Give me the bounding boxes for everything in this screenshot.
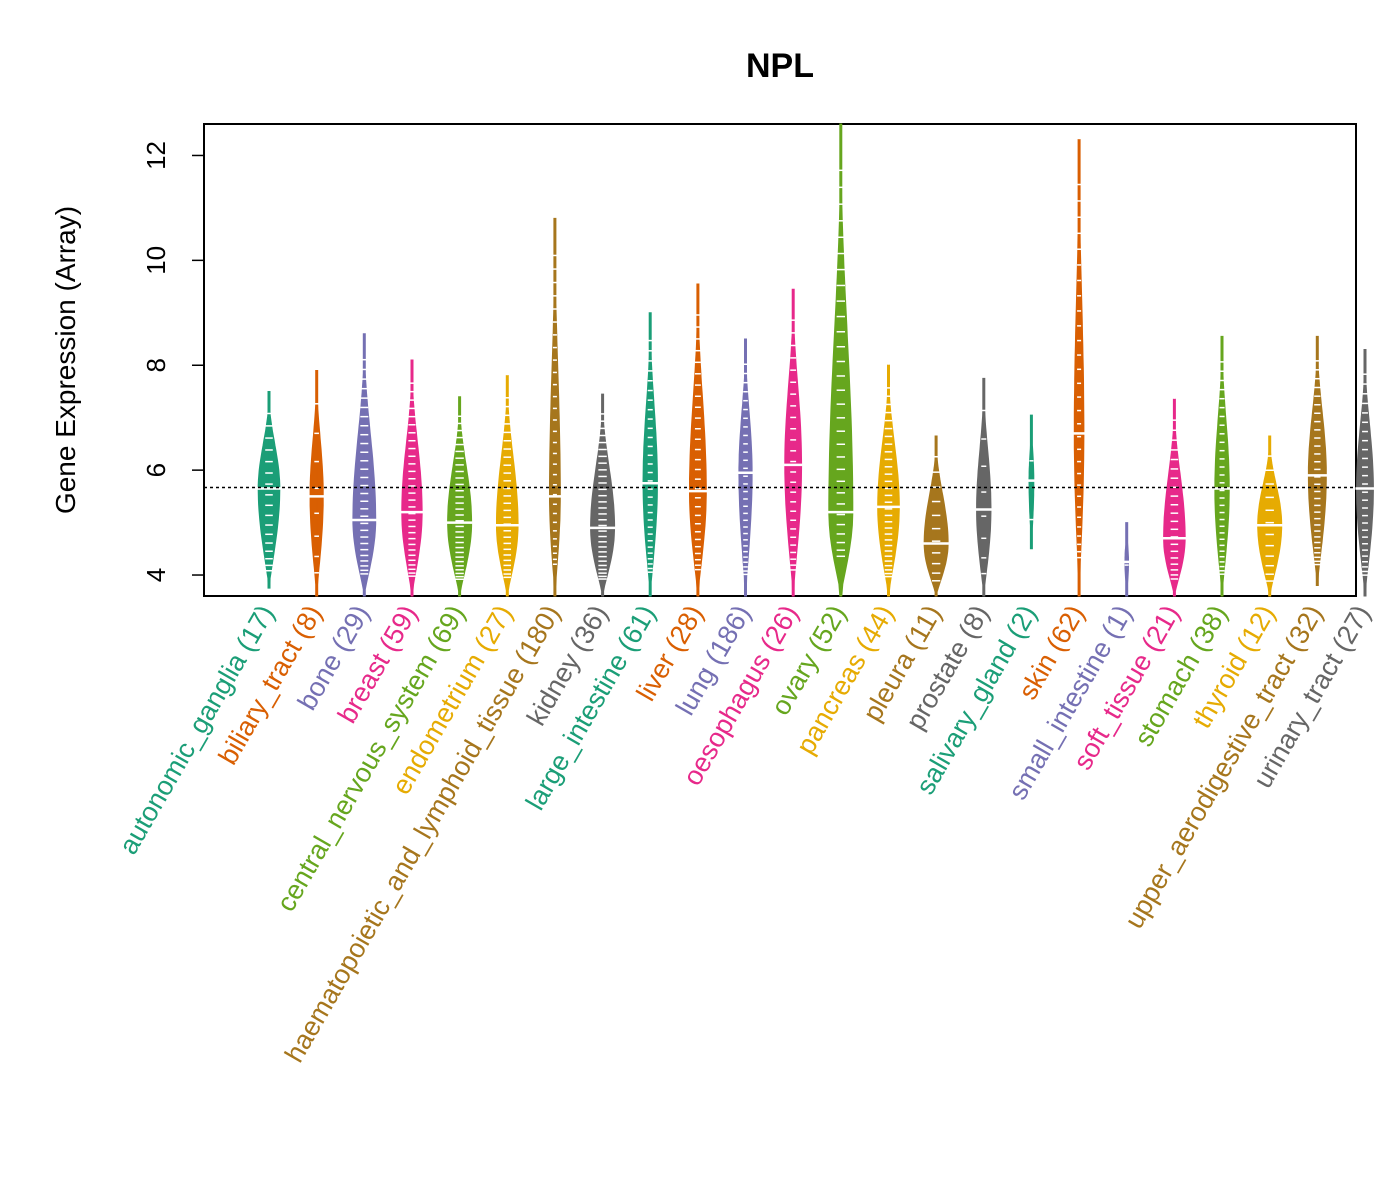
y-tick-label: 12	[141, 141, 171, 170]
violin-small-intestine	[1123, 522, 1131, 597]
violin-liver	[688, 283, 708, 597]
violin-salivary-gland	[1027, 414, 1036, 550]
violin-soft-tissue	[1162, 398, 1187, 597]
violin-central-nervous-system	[446, 396, 473, 597]
violin-lung	[737, 338, 754, 597]
violin-oesophagus	[783, 288, 803, 597]
violin-ovary	[828, 123, 854, 597]
violin-pancreas	[876, 364, 901, 597]
y-tick-label: 6	[141, 463, 171, 477]
y-axis: 4 6 8 10 12	[141, 141, 205, 582]
plot-area	[203, 123, 1375, 597]
chart-title: NPL	[746, 47, 814, 85]
y-tick-label: 4	[141, 568, 171, 582]
violin-pleura	[923, 435, 949, 597]
violin-endometrium	[495, 375, 519, 597]
violin-thyroid	[1256, 435, 1283, 597]
violin-stomach	[1213, 335, 1231, 597]
violin-autonomic-ganglia	[257, 390, 281, 589]
violin-prostate	[975, 377, 993, 597]
violin-upper-aerodigestive-tract	[1307, 335, 1328, 586]
violin-haematopoietic-and-lymphoid-tissue	[548, 217, 562, 597]
violin-large-intestine	[641, 312, 659, 597]
y-tick-label: 10	[141, 246, 171, 275]
violin-breast	[400, 359, 424, 597]
violin-biliary-tract	[308, 369, 325, 597]
x-axis-labels: autonomic_ganglia (17)biliary_tract (8)b…	[113, 600, 1376, 1067]
violin-bone	[352, 333, 377, 597]
violin-kidney	[589, 393, 616, 597]
violin-skin	[1072, 139, 1086, 597]
violin-urinary-tract	[1355, 348, 1375, 597]
y-tick-label: 8	[141, 358, 171, 372]
y-axis-label: Gene Expression (Array)	[50, 206, 81, 514]
